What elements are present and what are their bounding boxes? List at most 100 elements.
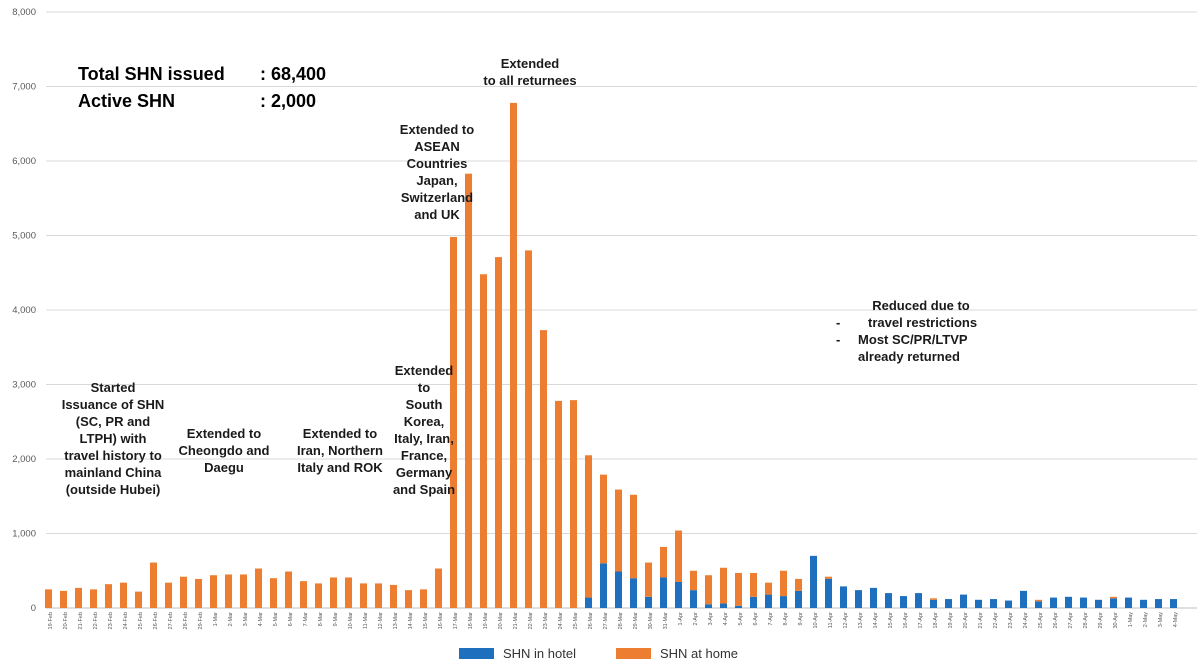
bar-home	[510, 102, 517, 608]
annotation-all-returnees: Extended to all returnees	[483, 56, 577, 88]
bar-home	[405, 590, 412, 608]
bar-home	[390, 584, 397, 608]
x-tick-label: 17-Apr	[918, 612, 924, 629]
bar-home	[600, 474, 607, 564]
x-tick-label: 26-Feb	[153, 612, 159, 629]
bar-home	[555, 400, 562, 608]
x-tick-label: 12-Apr	[843, 612, 849, 629]
bar-home	[735, 572, 742, 606]
bar-hotel	[960, 594, 967, 608]
bar-hotel	[750, 596, 757, 608]
legend-label-home: SHN at home	[659, 646, 739, 661]
x-tick-label: 24-Feb	[123, 612, 129, 629]
y-tick-label: 3,000	[12, 380, 36, 391]
x-tick-label: 21-Apr	[978, 612, 984, 629]
x-tick-label: 6-Apr	[753, 612, 759, 626]
gridlines	[46, 11, 1197, 609]
y-tick-label: 0	[31, 603, 36, 614]
bar-home	[450, 236, 457, 609]
legend-item-hotel: SHN in hotel	[458, 646, 576, 661]
bar-hotel	[900, 596, 907, 608]
bar-home	[585, 455, 592, 598]
x-tick-label: 11-Mar	[363, 612, 369, 629]
bar-home	[60, 590, 67, 608]
x-tick-label: 27-Mar	[603, 612, 609, 630]
bar-home	[825, 576, 832, 579]
x-tick-label: 20-Mar	[498, 612, 504, 630]
bar-hotel	[1170, 599, 1177, 608]
x-tick-label: 19-Apr	[948, 612, 954, 629]
bar-hotel	[1005, 600, 1012, 608]
x-tick-label: 10-Apr	[813, 612, 819, 629]
x-tick-label: 18-Mar	[468, 612, 474, 630]
y-tick-label: 8,000	[12, 7, 36, 18]
bar-home	[300, 581, 307, 608]
bar-hotel	[975, 599, 982, 608]
x-axis-ticks: 19-Feb 20-Feb 21-Feb 22-Feb 23-Feb 24-Feb 25-F…	[48, 612, 1179, 630]
total-shn-value: : 68,400	[260, 64, 327, 84]
x-tick-label: 4-Apr	[723, 612, 729, 626]
bar-home	[210, 575, 217, 608]
legend: SHN in hotel SHN at home	[0, 646, 1197, 661]
bar-home	[330, 577, 337, 608]
annotation-cheongdo: Extended to Cheongdo and Daegu	[178, 426, 270, 475]
x-tick-label: 24-Apr	[1023, 612, 1029, 629]
x-tick-label: 25-Apr	[1038, 612, 1044, 629]
bar-home	[360, 583, 367, 608]
y-tick-label: 6,000	[12, 156, 36, 167]
x-tick-label: 22-Mar	[528, 612, 534, 630]
bar-hotel	[600, 563, 607, 608]
annotation-asean: Extended to ASEAN Countries Japan, Switz…	[399, 122, 475, 222]
bar-hotel	[1080, 597, 1087, 608]
x-tick-label: 28-Mar	[618, 612, 624, 630]
x-tick-label: 10-Mar	[348, 612, 354, 630]
bar-hotel	[720, 603, 727, 608]
x-tick-label: 3-May	[1158, 612, 1164, 628]
bar-home	[75, 587, 82, 608]
bar-hotel	[660, 577, 667, 608]
bar-home	[1035, 599, 1042, 602]
x-tick-label: 12-Mar	[378, 612, 384, 630]
reduced-item-1: travel restrictions	[868, 315, 978, 330]
x-tick-label: 11-Apr	[828, 612, 834, 628]
reduced-dash-2: -	[836, 332, 841, 347]
bar-hotel	[1020, 590, 1027, 608]
bar-home	[465, 173, 472, 609]
x-tick-label: 3-Apr	[708, 612, 714, 626]
bar-hotel	[945, 599, 952, 608]
bar-hotel	[825, 578, 832, 608]
x-tick-label: 22-Apr	[993, 612, 999, 629]
x-tick-label: 21-Mar	[513, 612, 519, 630]
bar-hotel	[630, 578, 637, 608]
bar-home	[345, 577, 352, 608]
x-tick-label: 20-Feb	[63, 612, 69, 629]
x-tick-label: 13-Mar	[393, 612, 399, 630]
x-tick-label: 29-Apr	[1098, 612, 1104, 629]
bar-home	[690, 570, 697, 591]
x-tick-label: 4-May	[1173, 612, 1179, 628]
x-tick-label: 25-Mar	[573, 612, 579, 630]
x-tick-label: 2-May	[1143, 612, 1149, 628]
legend-label-hotel: SHN in hotel	[502, 646, 576, 661]
bar-home	[705, 575, 712, 605]
bar-home	[315, 583, 322, 608]
y-axis-ticks: 0 1,000 2,000 3,000 4,000 5,000 6,000 7,000 8,00…	[12, 7, 36, 614]
x-tick-label: 7-Apr	[768, 612, 774, 626]
bar-hotel	[840, 586, 847, 608]
bar-home	[540, 330, 547, 608]
bar-home	[240, 574, 247, 608]
y-tick-label: 1,000	[12, 529, 36, 540]
x-tick-label: 14-Apr	[873, 612, 879, 629]
bar-hotel	[735, 605, 742, 608]
y-tick-label: 7,000	[12, 82, 36, 93]
bar-hotel	[810, 555, 817, 608]
bar-home	[105, 584, 112, 608]
active-shn-value: : 2,000	[260, 91, 317, 111]
x-tick-label: 17-Mar	[453, 612, 459, 630]
bar-home	[795, 578, 802, 591]
x-tick-label: 16-Apr	[903, 612, 909, 629]
x-tick-label: 9-Apr	[798, 612, 804, 626]
bar-home	[495, 257, 502, 608]
bar-home	[135, 591, 142, 608]
